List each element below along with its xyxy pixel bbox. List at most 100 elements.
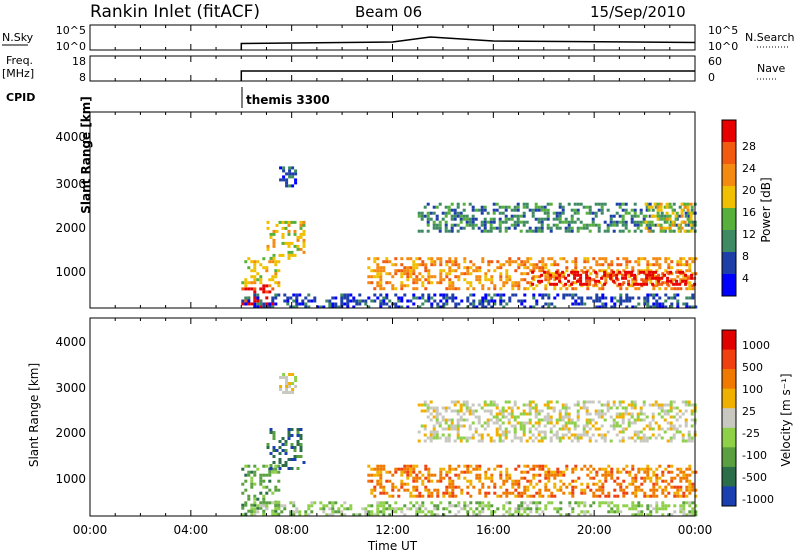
heatmap-cell bbox=[296, 428, 300, 431]
heatmap-cell bbox=[684, 409, 688, 413]
heatmap-cell bbox=[523, 293, 527, 297]
heatmap-cell bbox=[633, 273, 637, 277]
heatmap-cell bbox=[646, 302, 650, 306]
heatmap-cell bbox=[337, 510, 341, 514]
heatmap-cell bbox=[373, 488, 377, 492]
heatmap-cell bbox=[567, 412, 571, 416]
x-tick-label-0000-end: 00:00 bbox=[678, 523, 713, 537]
heatmap-cell bbox=[523, 272, 527, 276]
heatmap-cell bbox=[328, 513, 332, 517]
heatmap-cell bbox=[442, 476, 446, 480]
heatmap-cell bbox=[304, 305, 308, 309]
heatmap-cell bbox=[675, 406, 679, 410]
heatmap-cell bbox=[426, 211, 430, 215]
heatmap-cell bbox=[556, 470, 560, 474]
heatmap-cell bbox=[268, 284, 272, 288]
heatmap-cell bbox=[691, 485, 695, 489]
heatmap-cell bbox=[528, 427, 532, 431]
heatmap-cell bbox=[436, 488, 440, 492]
heatmap-cell bbox=[498, 226, 502, 230]
heatmap-cell bbox=[495, 430, 499, 434]
heatmap-cell bbox=[517, 507, 521, 511]
heatmap-cell bbox=[493, 491, 497, 495]
heatmap-cell bbox=[543, 418, 547, 422]
heatmap-cell bbox=[558, 436, 562, 440]
heatmap-cell bbox=[630, 421, 634, 425]
heatmap-cell bbox=[562, 473, 566, 477]
heatmap-cell bbox=[579, 220, 583, 224]
heatmap-cell bbox=[304, 302, 308, 306]
heatmap-cell bbox=[624, 226, 628, 230]
heatmap-cell bbox=[495, 412, 499, 416]
heatmap-cell bbox=[429, 211, 433, 215]
heatmap-cell bbox=[400, 284, 404, 288]
heatmap-cell bbox=[493, 510, 497, 514]
heatmap-cell bbox=[406, 305, 410, 309]
heatmap-cell bbox=[471, 409, 475, 413]
heatmap-cell bbox=[588, 421, 592, 425]
heatmap-cell bbox=[435, 415, 439, 419]
heatmap-cell bbox=[583, 488, 587, 492]
heatmap-cell bbox=[486, 409, 490, 413]
heatmap-cell bbox=[423, 403, 427, 407]
heatmap-cell bbox=[328, 302, 332, 306]
heatmap-cell bbox=[669, 427, 673, 431]
heatmap-cell bbox=[688, 513, 692, 517]
heatmap-cell bbox=[244, 464, 248, 468]
heatmap-cell bbox=[612, 421, 616, 425]
heatmap-cell bbox=[450, 424, 454, 428]
power-colorbar bbox=[722, 120, 736, 297]
heatmap-cell bbox=[637, 467, 641, 471]
heatmap-cell bbox=[250, 510, 254, 514]
heatmap-cell bbox=[241, 287, 245, 291]
heatmap-cell bbox=[304, 513, 308, 517]
heatmap-cell bbox=[468, 436, 472, 440]
heatmap-cell bbox=[499, 263, 503, 267]
heatmap-cell bbox=[484, 296, 488, 300]
heatmap-cell bbox=[397, 299, 401, 303]
heatmap-cell bbox=[463, 476, 467, 480]
nsearch-tick-bottom: 10^0 bbox=[708, 40, 738, 53]
heatmap-cell bbox=[616, 299, 620, 303]
heatmap-cell bbox=[448, 504, 452, 508]
heatmap-cell bbox=[643, 269, 647, 273]
heatmap-cell bbox=[463, 257, 467, 261]
heatmap-cell bbox=[277, 269, 281, 273]
heatmap-cell bbox=[415, 278, 419, 282]
heatmap-cell bbox=[615, 223, 619, 227]
heatmap-cell bbox=[453, 409, 457, 413]
heatmap-cell bbox=[659, 202, 663, 206]
heatmap-cell bbox=[423, 400, 427, 404]
heatmap-cell bbox=[667, 296, 671, 300]
heatmap-cell bbox=[684, 211, 688, 215]
heatmap-cell bbox=[538, 473, 542, 477]
heatmap-cell bbox=[531, 208, 535, 212]
heatmap-cell bbox=[679, 263, 683, 267]
heatmap-cell bbox=[478, 299, 482, 303]
heatmap-cell bbox=[394, 485, 398, 489]
heatmap-cell bbox=[630, 273, 634, 277]
velocity-cb-tick-neg100: -100 bbox=[742, 449, 767, 462]
heatmap-cell bbox=[585, 409, 589, 413]
heatmap-cell bbox=[622, 467, 626, 471]
heatmap-cell bbox=[689, 202, 693, 206]
heatmap-cell bbox=[349, 293, 353, 297]
heatmap-cell bbox=[253, 299, 257, 303]
heatmap-cell bbox=[664, 504, 668, 508]
heatmap-cell bbox=[583, 513, 587, 517]
heatmap-cell bbox=[269, 464, 273, 467]
heatmap-cell bbox=[604, 494, 608, 498]
heatmap-cell bbox=[469, 482, 473, 486]
heatmap-cell bbox=[547, 302, 551, 306]
heatmap-cell bbox=[478, 491, 482, 495]
heatmap-cell bbox=[469, 293, 473, 297]
heatmap-cell bbox=[376, 257, 380, 261]
heatmap-cell bbox=[439, 272, 443, 276]
heatmap-cell bbox=[278, 461, 282, 464]
heatmap-cell bbox=[250, 470, 254, 474]
heatmap-cell bbox=[480, 223, 484, 227]
heatmap-cell bbox=[278, 452, 282, 455]
heatmap-cell bbox=[299, 235, 303, 239]
heatmap-cell bbox=[406, 272, 410, 276]
heatmap-cell bbox=[483, 205, 487, 209]
